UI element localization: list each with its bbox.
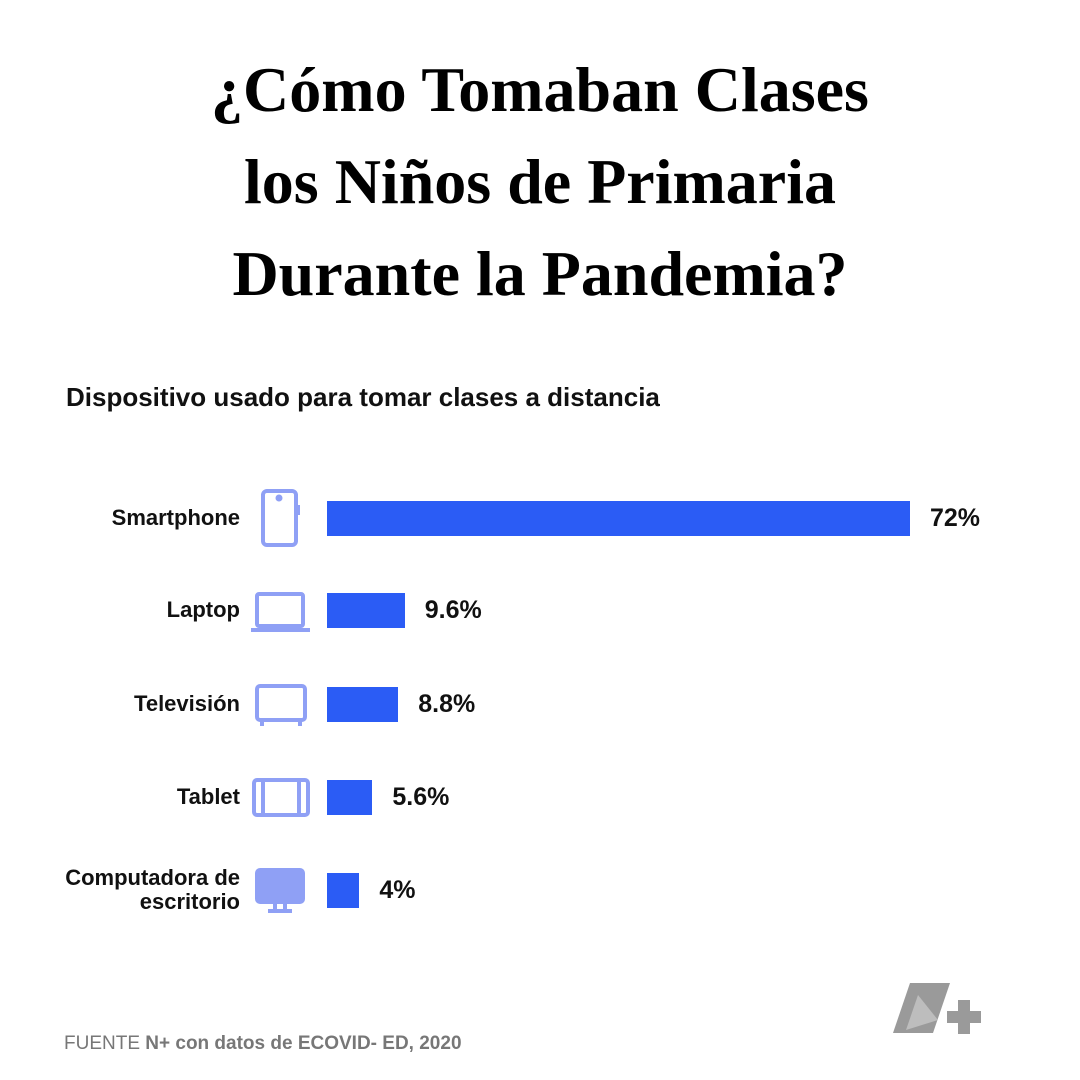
- chart-subtitle: Dispositivo usado para tomar clases a di…: [66, 382, 660, 412]
- bar: [327, 592, 405, 628]
- value-label: 72%: [930, 503, 981, 532]
- laptop-icon: [251, 592, 310, 632]
- source: FUENTE N+ con datos de ECOVID- ED, 2020: [64, 1033, 462, 1055]
- category-label: Smartphone: [111, 505, 240, 530]
- value-label: 5.6%: [392, 782, 450, 811]
- bar: [327, 500, 910, 536]
- desktop-icon: [255, 868, 305, 913]
- value-label: 9.6%: [424, 595, 482, 624]
- bar: [327, 872, 360, 908]
- tv-icon: [255, 684, 307, 726]
- source-text: N+ con datos de ECOVID- ED, 2020: [145, 1033, 462, 1054]
- tablet-icon: [252, 778, 310, 817]
- category-label: Tablet: [176, 784, 240, 809]
- bar: [327, 779, 373, 815]
- value-label: 4%: [379, 875, 416, 904]
- category-label: Televisión: [134, 691, 240, 716]
- logo: [893, 983, 981, 1034]
- bar: [327, 686, 399, 722]
- source-label: FUENTE: [64, 1033, 140, 1054]
- value-label: 8.8%: [418, 689, 476, 718]
- chart-title: ¿Cómo Tomaban Clases los Niños de Primar…: [211, 54, 869, 309]
- smartphone-icon: [261, 489, 300, 547]
- category-label: Laptop: [166, 597, 240, 622]
- category-label: Computadora de escritorio: [65, 865, 240, 914]
